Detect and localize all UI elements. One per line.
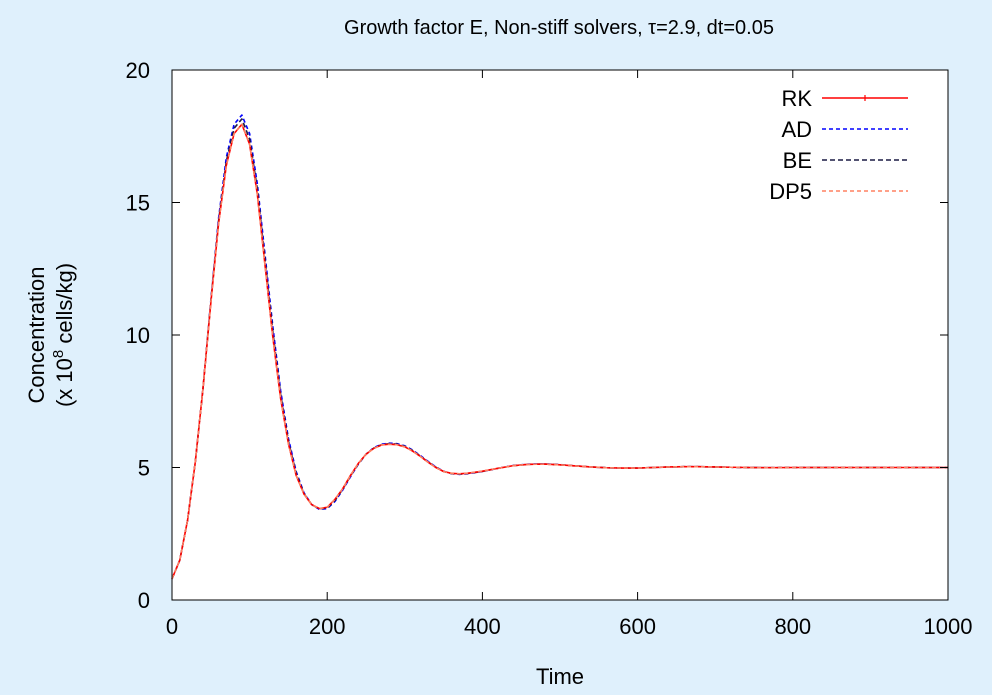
- x-tick-label: 600: [619, 614, 656, 639]
- y-axis-label-line2: (x 108 cells/kg): [50, 263, 77, 407]
- y-tick-label: 5: [138, 456, 150, 481]
- legend: RK AD BE DP5: [769, 86, 908, 204]
- series-line-dp5: [171, 123, 948, 580]
- chart-title: Growth factor E, Non-stiff solvers, τ=2.…: [344, 17, 774, 39]
- legend-label-rk: RK: [781, 86, 812, 111]
- y-tick-label: 20: [126, 58, 150, 83]
- x-tick-label: 200: [309, 614, 346, 639]
- y-axis-label-suffix: cells/kg): [52, 263, 77, 350]
- x-tick-label: 800: [774, 614, 811, 639]
- legend-label-ad: AD: [781, 117, 812, 142]
- y-tick-label: 15: [126, 191, 150, 216]
- y-axis-label-line1: Concentration: [24, 267, 49, 404]
- legend-label-dp5: DP5: [769, 179, 812, 204]
- x-axis-label: Time: [536, 664, 584, 689]
- y-axis-label-exponent: 8: [50, 350, 67, 358]
- plot-background: [172, 70, 948, 600]
- series-layer: [171, 114, 948, 580]
- plot-frame: [171, 69, 949, 601]
- y-axis-label-prefix: (x 10: [52, 358, 77, 407]
- y-axis-label: Concentration (x 108 cells/kg): [24, 263, 77, 407]
- ticks-layer: 0 200 400 600 800 1000 0 5 10 15 20: [126, 58, 973, 639]
- x-tick-label: 0: [166, 614, 178, 639]
- plot-area: [172, 70, 948, 600]
- x-tick-label: 400: [464, 614, 501, 639]
- y-tick-label: 10: [126, 323, 150, 348]
- legend-label-be: BE: [783, 148, 812, 173]
- x-tick-label: 1000: [924, 614, 973, 639]
- y-tick-label: 0: [138, 588, 150, 613]
